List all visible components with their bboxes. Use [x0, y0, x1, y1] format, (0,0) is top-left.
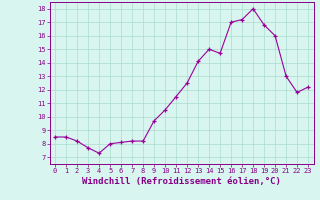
X-axis label: Windchill (Refroidissement éolien,°C): Windchill (Refroidissement éolien,°C)	[82, 177, 281, 186]
